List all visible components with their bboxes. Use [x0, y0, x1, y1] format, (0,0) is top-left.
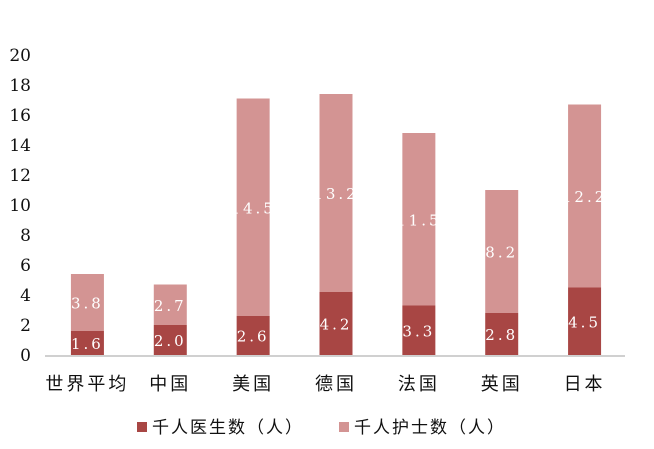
data-label: 13.2: [313, 185, 358, 203]
data-label: 12.2: [562, 188, 607, 206]
x-tick-label: 中国: [149, 374, 191, 395]
x-tick-label: 法国: [398, 374, 440, 395]
data-label: 11.5: [396, 211, 441, 229]
data-label: 8.2: [485, 244, 518, 262]
bar-nurses: [70, 274, 104, 331]
data-label: 2.6: [237, 328, 270, 346]
legend-label: 千人护士数（人）: [354, 418, 506, 438]
bar-doctors: [402, 305, 436, 355]
legend-swatch: [137, 422, 147, 432]
data-label: 3.8: [71, 295, 104, 313]
y-tick-label: 12: [9, 166, 31, 186]
x-tick-label: 美国: [232, 374, 274, 395]
y-tick-label: 20: [9, 46, 31, 66]
bar-nurses: [568, 104, 602, 288]
data-label: 4.5: [568, 313, 601, 331]
x-tick-label: 世界平均: [45, 374, 129, 395]
y-tick-label: 16: [9, 106, 31, 126]
bar-nurses: [153, 284, 187, 325]
y-tick-label: 14: [9, 136, 31, 156]
y-tick-label: 10: [9, 196, 31, 216]
bar-doctors: [319, 292, 353, 355]
bar-doctors: [485, 313, 519, 355]
data-label: 4.2: [320, 316, 353, 334]
bar-nurses: [402, 133, 436, 306]
bar-nurses: [319, 94, 353, 292]
y-tick-label: 8: [20, 226, 31, 246]
bar-doctors: [568, 287, 602, 355]
data-label: 2.8: [485, 326, 518, 344]
x-tick-label: 日本: [564, 374, 606, 395]
data-label: 1.6: [71, 335, 104, 353]
legend-swatch: [339, 422, 349, 432]
data-label: 3.3: [402, 322, 435, 340]
y-tick-label: 0: [20, 346, 31, 366]
x-tick-label: 德国: [315, 374, 357, 395]
y-tick-label: 2: [20, 316, 31, 336]
x-tick-label: 英国: [481, 374, 523, 395]
y-tick-label: 6: [20, 256, 31, 276]
y-tick-label: 18: [9, 76, 31, 96]
bar-doctors: [70, 331, 104, 355]
bar-nurses: [485, 190, 519, 313]
data-label: 2.0: [154, 332, 187, 350]
data-label: 14.5: [230, 199, 275, 217]
bar-doctors: [153, 325, 187, 355]
data-label: 2.7: [154, 297, 187, 315]
y-tick-label: 4: [20, 286, 31, 306]
legend-label: 千人医生数（人）: [152, 418, 304, 438]
bar-doctors: [236, 316, 270, 355]
bar-nurses: [236, 98, 270, 316]
